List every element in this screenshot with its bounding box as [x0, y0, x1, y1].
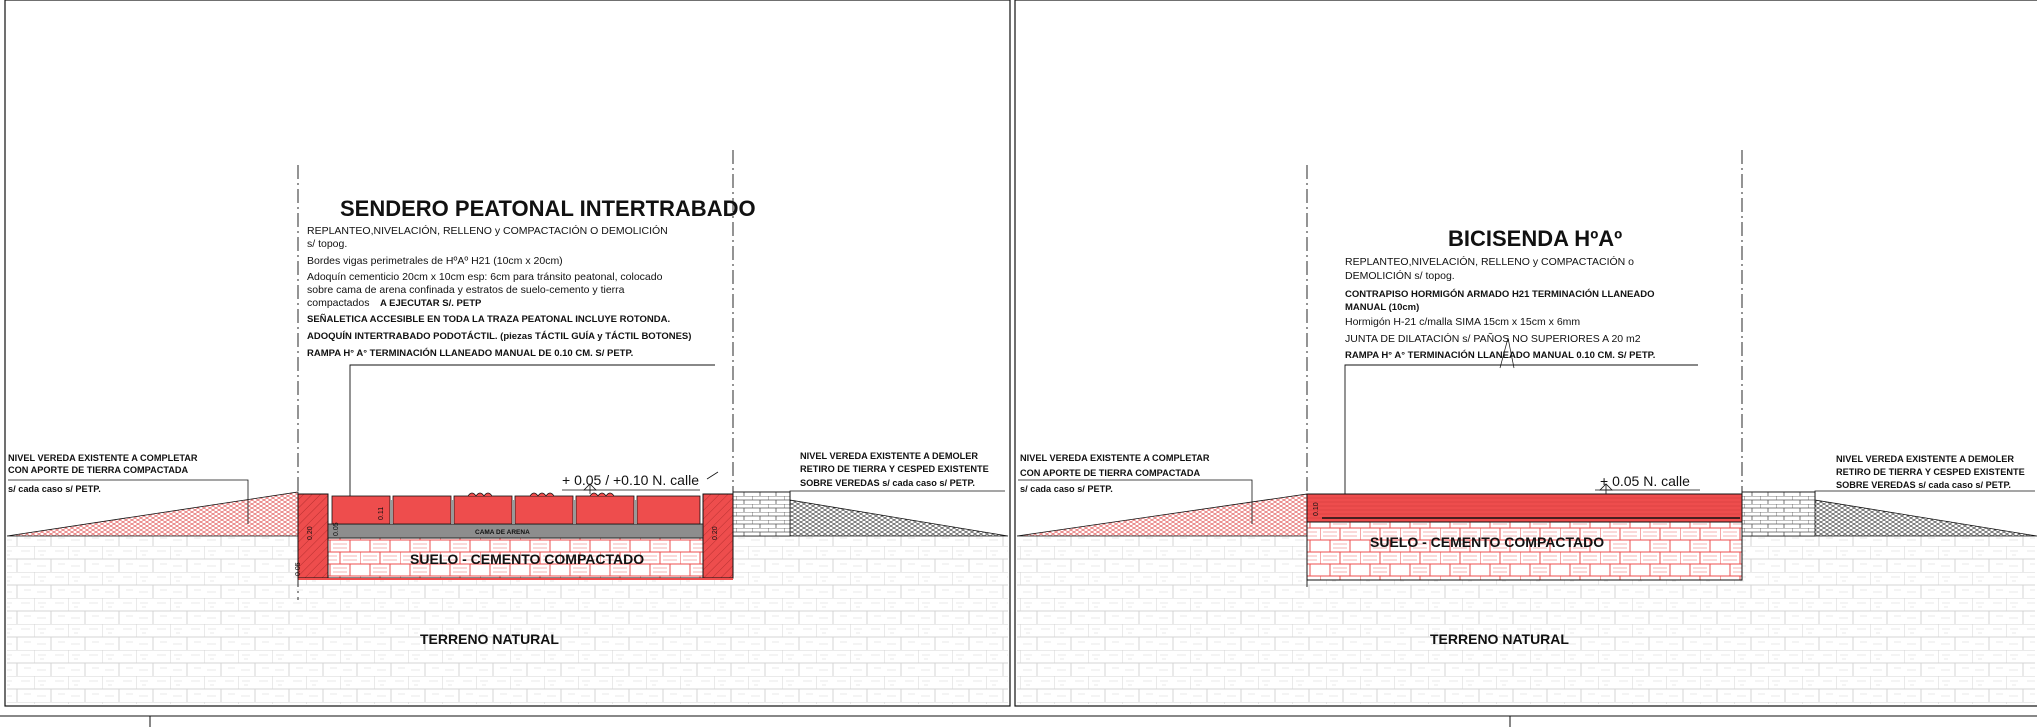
left-ground-label: TERRENO NATURAL: [420, 631, 559, 647]
svg-text:CON APORTE DE TIERRA COMPACTAD: CON APORTE DE TIERRA COMPACTADA: [8, 465, 189, 475]
svg-text:NIVEL VEREDA EXISTENTE A COMPL: NIVEL VEREDA EXISTENTE A COMPLETAR: [8, 453, 198, 463]
pavers: [331, 492, 701, 525]
right-soil-cement: [1306, 521, 1743, 581]
svg-text:RETIRO DE TIERRA Y CESPED EXIS: RETIRO DE TIERRA Y CESPED EXISTENTE: [800, 464, 989, 474]
svg-text:NIVEL VEREDA EXISTENTE A DEMOL: NIVEL VEREDA EXISTENTE A DEMOLER: [1836, 454, 2014, 464]
svg-text:CON APORTE DE TIERRA COMPACTAD: CON APORTE DE TIERRA COMPACTADA: [1020, 468, 1201, 478]
right-note-3: CONTRAPISO HORMIGÓN ARMADO H21 TERMINACI…: [1345, 288, 1654, 300]
svg-text:SOBRE VEREDAS s/ cada caso s/: SOBRE VEREDAS s/ cada caso s/ PETP.: [1836, 480, 2011, 490]
left-note-8: ADOQUÍN INTERTRABADO PODOTÁCTIL. (piezas…: [307, 331, 691, 342]
right-level: + 0.05 N. calle: [1600, 473, 1690, 489]
right-panel: BICISENDA HºAº REPLANTEO,NIVELACIÓN, REL…: [1016, 150, 2037, 704]
dim-bottom: 0.05: [295, 562, 302, 576]
left-note-3: Bordes vigas perimetrales de HºAº H21 (1…: [307, 255, 563, 267]
left-title: SENDERO PEATONAL INTERTRABADO: [340, 196, 756, 221]
left-note-7: SEÑALETICA ACCESIBLE EN TODA LA TRAZA PE…: [307, 314, 670, 325]
right-note-7: RAMPA H° A° TERMINACIÓN LLANEADO MANUAL …: [1345, 349, 1655, 361]
dim-slab: 0.10: [1313, 502, 1320, 516]
svg-text:s/ cada caso s/ PETP.: s/ cada caso s/ PETP.: [1020, 484, 1113, 494]
svg-text:NIVEL VEREDA EXISTENTE A COMPL: NIVEL VEREDA EXISTENTE A COMPLETAR: [1020, 453, 1210, 463]
left-note-6: compactados: [307, 297, 369, 309]
left-fill-slope: [6, 491, 299, 537]
right-base-label: SUELO - CEMENTO COMPACTADO: [1370, 534, 1604, 550]
svg-text:RETIRO DE TIERRA Y CESPED EXIS: RETIRO DE TIERRA Y CESPED EXISTENTE: [1836, 467, 2025, 477]
dim-edge-left: 0.20: [307, 526, 314, 540]
svg-text:s/ cada caso s/ PETP.: s/ cada caso s/ PETP.: [8, 484, 101, 494]
right-side-note: NIVEL VEREDA EXISTENTE A DEMOLER RETIRO …: [800, 451, 989, 488]
left-side-note: NIVEL VEREDA EXISTENTE A COMPLETAR CON A…: [8, 453, 198, 494]
right-note-4: MANUAL (10cm): [1345, 302, 1419, 313]
right-ground-label: TERRENO NATURAL: [1430, 631, 1569, 647]
left-note-2: s/ topog.: [307, 238, 347, 250]
left-note-inline-bold: A EJECUTAR S/. PETP: [380, 298, 482, 309]
right-fill-slope: [1016, 493, 1308, 537]
left-note-4: Adoquín cementicio 20cm x 10cm esp: 6cm …: [307, 271, 663, 283]
right-title: BICISENDA HºAº: [1448, 226, 1622, 251]
dim-edge-right: 0.20: [712, 526, 719, 540]
right-note-6: JUNTA DE DILATACIÓN s/ PAÑOS NO SUPERIOR…: [1345, 332, 1641, 345]
left-base-label: SUELO - CEMENTO COMPACTADO: [410, 551, 644, 567]
left-note-1: REPLANTEO,NIVELACIÓN, RELLENO y COMPACTA…: [307, 224, 668, 237]
right-note-1: REPLANTEO,NIVELACIÓN, RELLENO y COMPACTA…: [1345, 255, 1634, 268]
left-note-9: RAMPA H° A° TERMINACIÓN LLANEADO MANUAL …: [307, 347, 633, 359]
sand-bed-label: CAMA DE ARENA: [475, 529, 530, 536]
right-note-5: Hormigón H-21 c/malla SIMA 15cm x 15cm x…: [1345, 316, 1580, 328]
right-note-2: DEMOLICIÓN s/ topog.: [1345, 269, 1455, 282]
left-level: + 0.05 / +0.10 N. calle: [562, 472, 699, 488]
left-panel-frame: [4, 0, 1011, 707]
svg-text:NIVEL VEREDA EXISTENTE A DEMOL: NIVEL VEREDA EXISTENTE A DEMOLER: [800, 451, 978, 461]
right-panel-frame: [1014, 0, 2037, 707]
right-left-side-note: NIVEL VEREDA EXISTENTE A COMPLETAR CON A…: [1020, 453, 1210, 494]
left-note-5: sobre cama de arena confinada y estratos…: [307, 284, 625, 296]
left-notes: REPLANTEO,NIVELACIÓN, RELLENO y COMPACTA…: [307, 224, 691, 359]
dim-paver: 0.11: [378, 507, 385, 520]
dim-bed: 0.05: [333, 522, 340, 536]
svg-text:SOBRE VEREDAS s/ cada caso s/: SOBRE VEREDAS s/ cada caso s/ PETP.: [800, 478, 975, 488]
right-right-side-note: NIVEL VEREDA EXISTENTE A DEMOLER RETIRO …: [1836, 454, 2025, 490]
left-panel: SENDERO PEATONAL INTERTRABADO REPLANTEO,…: [6, 150, 1009, 704]
right-notes: REPLANTEO,NIVELACIÓN, RELLENO y COMPACTA…: [1345, 255, 1655, 361]
